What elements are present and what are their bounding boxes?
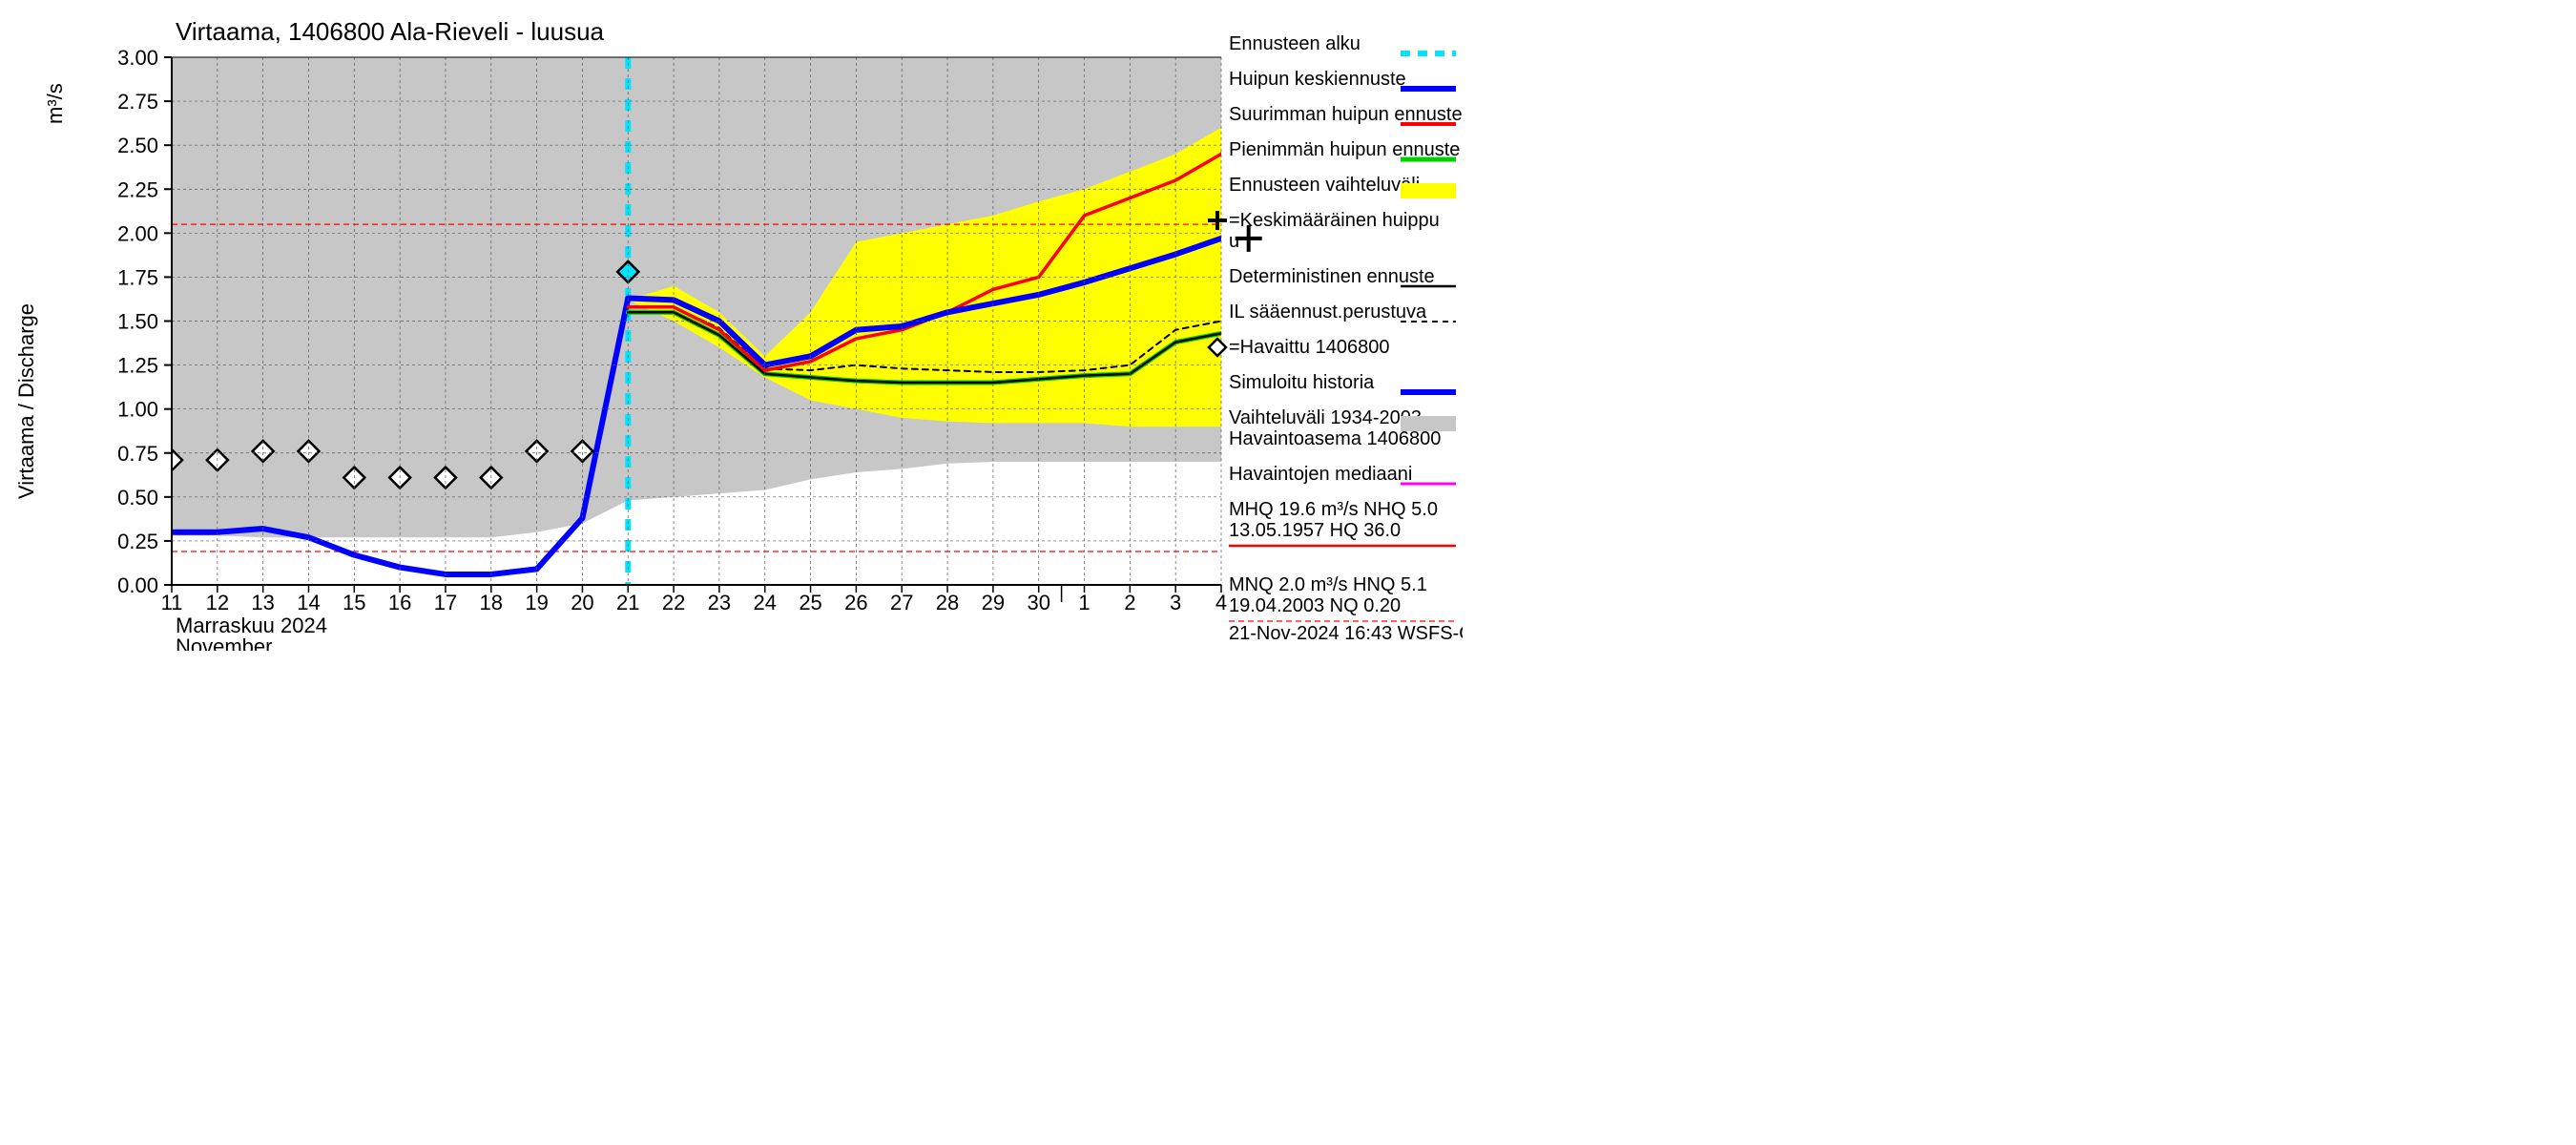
x-tick-label: 1 (1078, 591, 1090, 614)
x-tick-label: 17 (434, 591, 457, 614)
x-tick-label: 13 (251, 591, 274, 614)
footer-timestamp: 21-Nov-2024 16:43 WSFS-O (1229, 623, 1463, 644)
x-tick-label: 23 (708, 591, 731, 614)
x-tick-label: 4 (1215, 591, 1227, 614)
y-tick-label: 0.00 (117, 573, 158, 597)
x-tick-label: 28 (936, 591, 959, 614)
legend-label: 19.04.2003 NQ 0.20 (1229, 595, 1401, 616)
x-tick-label: 27 (890, 591, 913, 614)
x-tick-label: 25 (799, 591, 821, 614)
y-tick-label: 1.00 (117, 398, 158, 422)
legend-label: =Havaittu 1406800 (1229, 337, 1389, 358)
y-tick-label: 0.75 (117, 442, 158, 466)
y-tick-label: 1.75 (117, 265, 158, 289)
y-tick-label: 0.25 (117, 530, 158, 553)
legend-label: Havaintojen mediaani (1229, 464, 1412, 485)
y-tick-label: 3.00 (117, 46, 158, 70)
x-tick-label: 14 (297, 591, 320, 614)
y-tick-label: 2.25 (117, 177, 158, 201)
legend-label: Ennusteen alku (1229, 33, 1361, 54)
x-month-en: November (176, 635, 272, 651)
x-tick-label: 22 (662, 591, 685, 614)
legend-label: Deterministinen ennuste (1229, 266, 1435, 287)
y-tick-label: 0.50 (117, 486, 158, 510)
y-tick-label: 2.50 (117, 134, 158, 157)
x-tick-label: 19 (525, 591, 548, 614)
x-tick-label: 11 (161, 591, 183, 614)
y-tick-label: 1.50 (117, 310, 158, 334)
x-tick-label: 20 (571, 591, 593, 614)
legend-label: MNQ 2.0 m³/s HNQ 5.1 (1229, 574, 1427, 595)
legend-label: IL sääennust.perustuva (1229, 302, 1427, 323)
chart-svg: 0.00 0.25 0.50 0.75 1.00 1.25 1.50 1.75 2.00 2.25… (0, 0, 1463, 651)
y-tick-label: 2.00 (117, 221, 158, 245)
legend-label: u (1229, 231, 1239, 252)
y-tick-label: 1.25 (117, 354, 158, 378)
x-tick-label: 12 (206, 591, 229, 614)
x-tick-label: 16 (388, 591, 411, 614)
x-tick-label: 3 (1170, 591, 1181, 614)
x-tick-label: 26 (844, 591, 867, 614)
x-tick-label: 29 (982, 591, 1005, 614)
legend-label: 13.05.1957 HQ 36.0 (1229, 520, 1401, 541)
legend-label: Suurimman huipun ennuste (1229, 104, 1463, 125)
y-axis-unit: m³/s (43, 83, 67, 124)
discharge-forecast-chart: 0.00 0.25 0.50 0.75 1.00 1.25 1.50 1.75 2.00 2.25… (0, 0, 1463, 651)
x-tick-label: 21 (616, 591, 639, 614)
x-tick-label: 18 (480, 591, 503, 614)
legend-label: =Keskimääräinen huippu (1229, 210, 1440, 231)
chart-title: Virtaama, 1406800 Ala-Rieveli - luusua (176, 17, 605, 46)
legend-label: Ennusteen vaihteluväli (1229, 175, 1420, 196)
x-tick-label: 2 (1124, 591, 1135, 614)
x-tick-label: 24 (753, 591, 776, 614)
legend-label: Simuloitu historia (1229, 372, 1375, 393)
legend-label: Havaintoasema 1406800 (1229, 428, 1441, 449)
legend-label: Huipun keskiennuste (1229, 69, 1406, 90)
x-tick-label: 30 (1027, 591, 1049, 614)
legend-label: Vaihteluväli 1934-2003 (1229, 407, 1422, 428)
y-axis-label: Virtaama / Discharge (14, 303, 38, 499)
y-tick-label: 2.75 (117, 90, 158, 114)
legend-label: MHQ 19.6 m³/s NHQ 5.0 (1229, 499, 1438, 520)
x-tick-label: 15 (343, 591, 365, 614)
